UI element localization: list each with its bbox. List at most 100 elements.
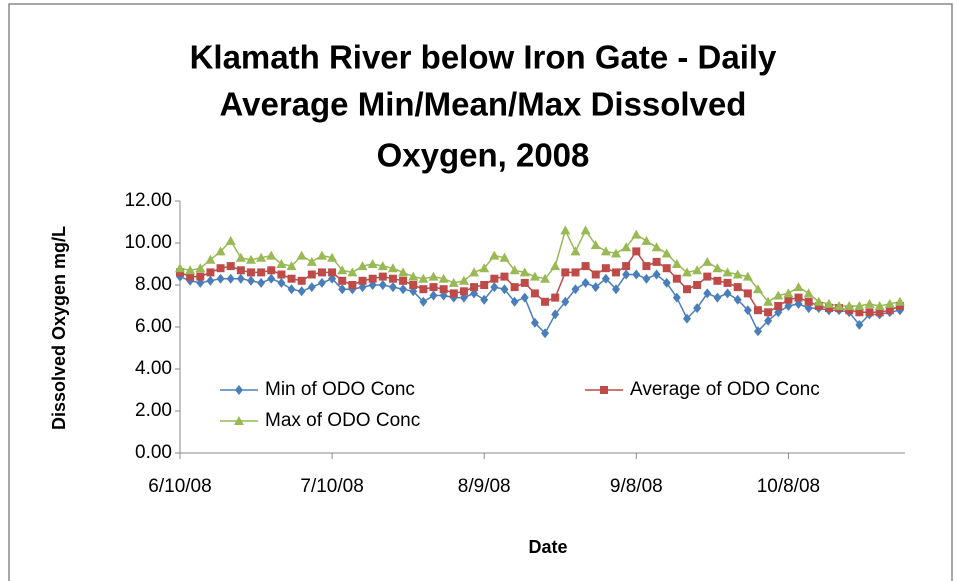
data-point <box>458 275 469 285</box>
data-point <box>855 308 864 317</box>
data-point <box>682 313 691 324</box>
data-point <box>723 288 732 299</box>
data-point <box>438 273 449 283</box>
data-point <box>186 272 195 281</box>
data-point <box>814 302 823 310</box>
data-point <box>661 248 672 258</box>
data-point <box>612 268 621 277</box>
data-point <box>419 285 428 294</box>
data-point <box>641 235 652 245</box>
data-point <box>378 272 387 281</box>
data-point <box>439 285 448 294</box>
data-point <box>317 268 326 277</box>
data-point <box>337 265 348 275</box>
data-point <box>712 263 723 273</box>
data-point <box>368 274 377 283</box>
data-point <box>267 273 276 284</box>
data-point <box>621 242 632 252</box>
data-point <box>571 284 580 295</box>
data-point <box>875 308 884 317</box>
chart-title: Oxygen, 2008 <box>377 137 590 174</box>
data-point <box>276 259 287 268</box>
x-axis-label: Date <box>528 537 567 557</box>
data-point <box>733 294 742 305</box>
data-point <box>257 268 266 277</box>
data-point <box>652 257 661 266</box>
data-point <box>418 273 429 283</box>
data-point <box>773 290 784 300</box>
data-point <box>672 292 681 303</box>
data-point <box>662 264 671 273</box>
data-point <box>327 252 338 262</box>
data-point <box>216 264 225 273</box>
data-point <box>884 298 895 308</box>
legend-marker <box>600 386 608 394</box>
data-point <box>367 259 378 268</box>
data-point <box>541 328 550 339</box>
series-line <box>179 273 901 335</box>
data-point <box>561 296 570 307</box>
data-point <box>377 261 388 271</box>
data-point <box>277 270 286 279</box>
data-point <box>195 263 206 273</box>
data-point <box>560 225 571 235</box>
data-point <box>784 295 793 304</box>
data-point <box>358 276 367 285</box>
data-point <box>387 263 398 273</box>
data-point <box>469 267 480 277</box>
data-point <box>713 276 722 285</box>
data-point <box>530 289 539 298</box>
data-point <box>196 272 205 281</box>
data-point <box>541 297 550 306</box>
legend-label: Average of ODO Conc <box>630 379 820 400</box>
data-point <box>206 275 215 286</box>
data-point <box>671 259 682 268</box>
data-point <box>509 265 520 275</box>
data-point <box>632 247 641 256</box>
data-point <box>732 269 743 279</box>
data-point <box>703 272 712 281</box>
data-point <box>286 261 297 271</box>
data-point <box>287 284 296 295</box>
data-point <box>844 301 855 310</box>
data-point <box>448 277 459 287</box>
y-tick-label: 4.00 <box>135 358 172 379</box>
data-point <box>591 270 600 279</box>
data-point <box>297 276 306 285</box>
data-point <box>581 262 590 271</box>
data-point <box>226 273 235 284</box>
y-tick-label: 12.00 <box>124 190 172 211</box>
data-point <box>885 306 894 315</box>
data-point <box>813 296 824 306</box>
data-point <box>287 274 296 283</box>
y-tick-label: 2.00 <box>135 400 172 421</box>
data-point <box>388 282 397 293</box>
y-tick-label: 10.00 <box>124 232 172 253</box>
data-point <box>399 276 408 285</box>
data-point <box>215 246 226 256</box>
data-point <box>804 297 813 306</box>
data-point <box>571 268 580 277</box>
data-point <box>793 282 804 292</box>
data-point <box>672 274 681 283</box>
data-point <box>703 288 712 299</box>
x-tick-label: 9/8/08 <box>610 476 663 497</box>
data-point <box>236 273 245 284</box>
data-point <box>307 282 316 293</box>
data-point <box>429 283 438 292</box>
legend-marker <box>235 385 243 395</box>
data-point <box>235 252 246 262</box>
data-point <box>845 306 854 315</box>
data-point <box>328 268 337 277</box>
data-point <box>307 270 316 279</box>
data-point <box>520 278 529 287</box>
data-point <box>631 229 642 239</box>
data-point <box>348 281 357 289</box>
data-point <box>205 254 216 264</box>
data-point <box>865 308 874 317</box>
data-point <box>256 252 267 262</box>
data-point <box>490 274 499 283</box>
data-point <box>652 269 661 280</box>
data-point <box>480 294 489 305</box>
